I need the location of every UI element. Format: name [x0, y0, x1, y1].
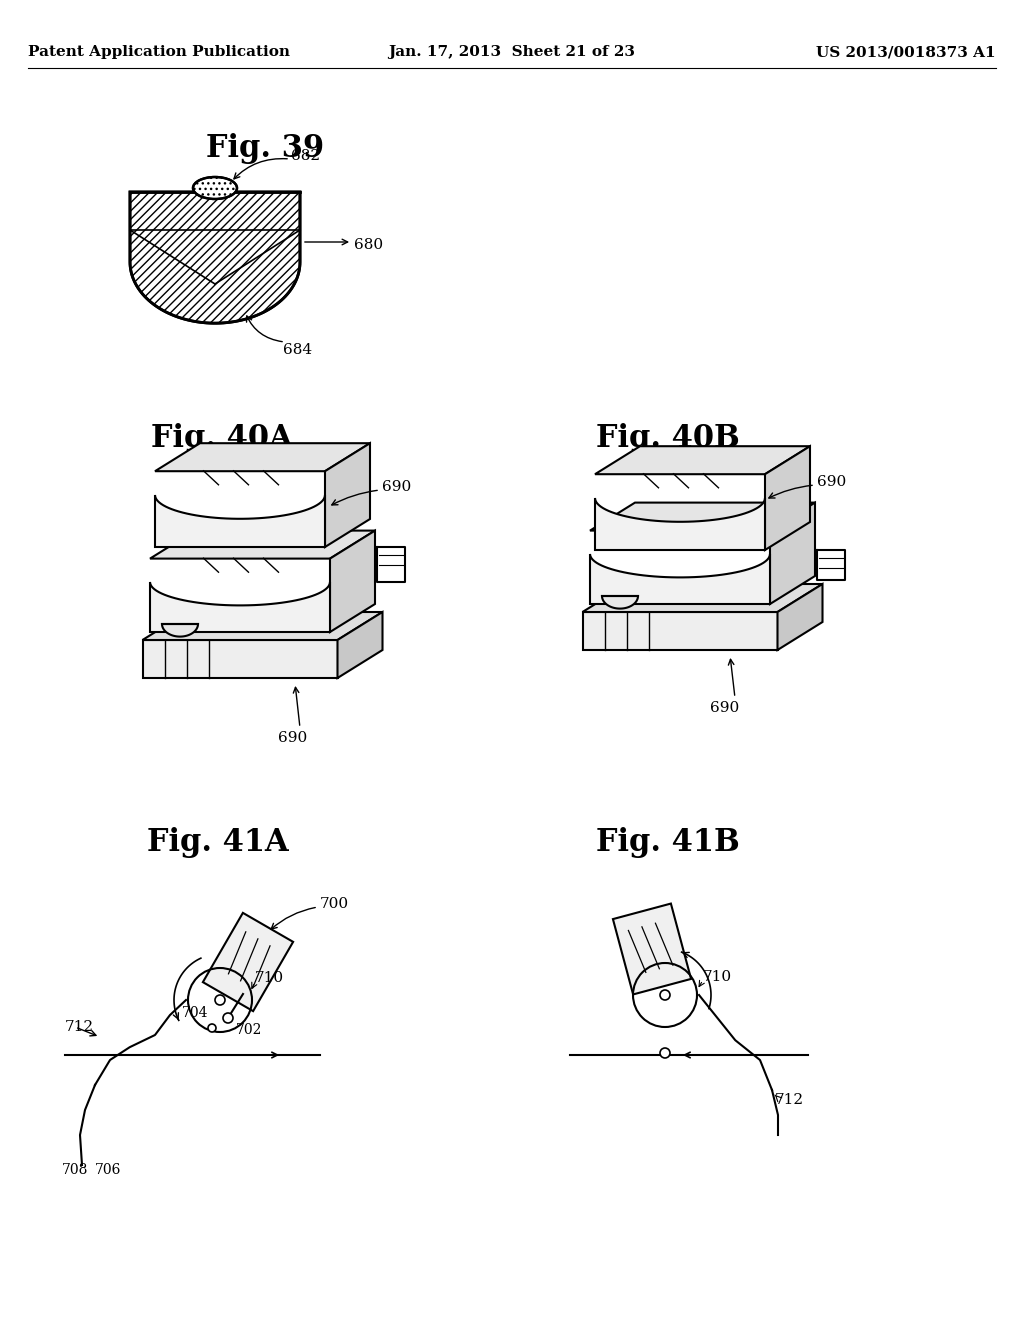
- Text: 690: 690: [710, 701, 739, 715]
- Circle shape: [223, 1012, 233, 1023]
- Polygon shape: [155, 495, 325, 546]
- Bar: [203, 913, 293, 1011]
- Polygon shape: [583, 583, 822, 612]
- Circle shape: [660, 1048, 670, 1059]
- Polygon shape: [338, 612, 383, 678]
- Polygon shape: [595, 498, 765, 550]
- Bar: [613, 904, 691, 994]
- Polygon shape: [142, 612, 383, 640]
- Polygon shape: [777, 583, 822, 649]
- Ellipse shape: [193, 177, 237, 199]
- Polygon shape: [155, 444, 370, 471]
- Polygon shape: [150, 531, 375, 558]
- Text: 710: 710: [703, 970, 732, 983]
- Text: 702: 702: [236, 1023, 262, 1038]
- Polygon shape: [162, 624, 198, 636]
- Polygon shape: [130, 191, 300, 323]
- Text: Fig. 39: Fig. 39: [206, 132, 324, 164]
- Text: 700: 700: [319, 898, 349, 911]
- Polygon shape: [590, 554, 770, 605]
- Text: Jan. 17, 2013  Sheet 21 of 23: Jan. 17, 2013 Sheet 21 of 23: [388, 45, 636, 59]
- Text: 712: 712: [775, 1093, 804, 1107]
- Text: 690: 690: [382, 480, 412, 494]
- Polygon shape: [325, 444, 370, 546]
- Circle shape: [215, 995, 225, 1005]
- Text: 684: 684: [283, 343, 312, 356]
- Text: Fig. 41A: Fig. 41A: [147, 828, 289, 858]
- Polygon shape: [583, 612, 777, 649]
- Text: 690: 690: [817, 475, 846, 488]
- Text: Patent Application Publication: Patent Application Publication: [28, 45, 290, 59]
- Polygon shape: [150, 582, 330, 632]
- Text: 706: 706: [95, 1163, 122, 1177]
- Text: Fig. 41B: Fig. 41B: [596, 828, 740, 858]
- Text: US 2013/0018373 A1: US 2013/0018373 A1: [816, 45, 996, 59]
- Polygon shape: [590, 503, 815, 531]
- Circle shape: [660, 990, 670, 1001]
- Circle shape: [208, 1024, 216, 1032]
- Text: Fig. 40B: Fig. 40B: [596, 422, 740, 454]
- Polygon shape: [765, 446, 810, 550]
- Text: 710: 710: [255, 972, 284, 985]
- Polygon shape: [330, 531, 375, 632]
- Text: 680: 680: [354, 238, 383, 252]
- Polygon shape: [770, 503, 815, 605]
- Text: 712: 712: [65, 1020, 94, 1034]
- Polygon shape: [142, 640, 338, 678]
- Text: 704: 704: [182, 1006, 209, 1020]
- Text: 682: 682: [291, 149, 321, 162]
- Polygon shape: [602, 597, 638, 609]
- Text: 690: 690: [278, 731, 307, 744]
- Text: Fig. 40A: Fig. 40A: [152, 422, 293, 454]
- Text: 708: 708: [62, 1163, 88, 1177]
- Polygon shape: [595, 446, 810, 474]
